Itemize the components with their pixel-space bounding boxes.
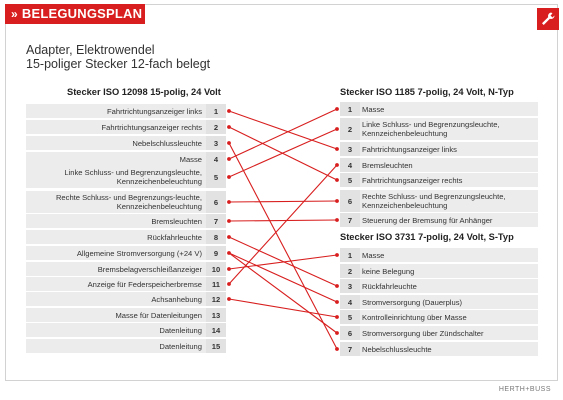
left-pin-number: 8 xyxy=(206,230,226,244)
left-pin-number: 6 xyxy=(206,191,226,213)
left-pin-label: Allgemeine Stromversorgung (+24 V) xyxy=(76,248,202,258)
title-line-1: Adapter, Elektrowendel xyxy=(26,43,155,57)
left-pin-label: Bremsleuchten xyxy=(151,216,202,226)
n-type-pin-label: Fahrtrichtungsanzeiger rechts xyxy=(362,175,463,185)
left-pin-row: Masse 4 xyxy=(26,152,226,166)
left-connector-title: Stecker ISO 12098 15-polig, 24 Volt xyxy=(67,87,221,97)
n-type-pin-row: Steuerung der Bremsung für Anhänger 7 xyxy=(340,213,538,227)
left-pin-label: Datenleitung xyxy=(159,325,202,335)
left-pin-label: Nebelschlussleuchte xyxy=(132,138,202,148)
left-pin-row: Fahrtrichtungsanzeiger links 1 xyxy=(26,104,226,118)
left-pin-number: 14 xyxy=(206,323,226,337)
s-type-pin-row: Rückfahrleuchte 3 xyxy=(340,279,538,293)
left-pin-label: Masse für Datenleitungen xyxy=(115,310,202,320)
s-type-pin-number: 2 xyxy=(340,264,360,278)
left-pin-row: Datenleitung 15 xyxy=(26,339,226,353)
left-pin-row: Fahrtrichtungsanzeiger rechts 2 xyxy=(26,120,226,134)
n-type-pin-label: Rechte Schluss- und Begrenzungsleuchte, … xyxy=(362,192,506,210)
left-pin-row: Bremsleuchten 7 xyxy=(26,214,226,228)
left-pin-number: 15 xyxy=(206,339,226,353)
left-pin-row: Anzeige für Federspeicherbremse 11 xyxy=(26,277,226,291)
s-type-pin-label: Kontrolleinrichtung über Masse xyxy=(362,312,467,322)
n-type-pin-label: Fahrtrichtungsanzeiger links xyxy=(362,144,457,154)
s-type-pin-number: 1 xyxy=(340,248,360,262)
s-type-pin-label: keine Belegung xyxy=(362,266,415,276)
left-pin-label: Fahrtrichtungsanzeiger rechts xyxy=(101,122,202,132)
left-pin-label: Rechte Schluss- und Begrenzungs-leuchte,… xyxy=(55,193,202,211)
left-pin-number: 10 xyxy=(206,262,226,276)
n-type-pin-row: Bremsleuchten 4 xyxy=(340,158,538,172)
left-pin-number: 12 xyxy=(206,292,226,306)
n-type-pin-number: 1 xyxy=(340,102,360,116)
n-type-pin-row: Masse 1 xyxy=(340,102,538,116)
left-pin-row: Datenleitung 14 xyxy=(26,323,226,337)
left-pin-number: 7 xyxy=(206,214,226,228)
left-pin-number: 11 xyxy=(206,277,226,291)
left-pin-number: 5 xyxy=(206,166,226,188)
s-type-pin-number: 3 xyxy=(340,279,360,293)
header-badge: » BELEGUNGSPLAN xyxy=(5,4,145,24)
n-type-pin-number: 2 xyxy=(340,118,360,140)
s-type-pin-label: Masse xyxy=(362,250,385,260)
left-pin-number: 3 xyxy=(206,136,226,150)
left-pin-label: Datenleitung xyxy=(159,341,202,351)
s-type-pin-number: 5 xyxy=(340,310,360,324)
s-type-pin-label: Nebelschlussleuchte xyxy=(362,344,432,354)
s-type-pin-row: Stromversorgung über Zündschalter 6 xyxy=(340,326,538,340)
s-type-pin-number: 7 xyxy=(340,342,360,356)
title-line-2: 15-poliger Stecker 12-fach belegt xyxy=(26,57,211,71)
left-pin-label: Linke Schluss- und Begrenzungsleuchte, K… xyxy=(64,168,202,186)
n-type-pin-label: Masse xyxy=(362,104,385,114)
left-pin-label: Masse xyxy=(179,154,202,164)
left-pin-number: 9 xyxy=(206,246,226,260)
s-type-pin-row: Nebelschlussleuchte 7 xyxy=(340,342,538,356)
left-pin-number: 4 xyxy=(206,152,226,166)
s-type-pin-row: Kontrolleinrichtung über Masse 5 xyxy=(340,310,538,324)
left-pin-row: Allgemeine Stromversorgung (+24 V) 9 xyxy=(26,246,226,260)
n-type-pin-row: Rechte Schluss- und Begrenzungsleuchte, … xyxy=(340,190,538,212)
n-type-pin-number: 7 xyxy=(340,213,360,227)
n-type-pin-label: Bremsleuchten xyxy=(362,160,413,170)
left-pin-label: Rückfahrleuchte xyxy=(147,232,202,242)
left-pin-number: 1 xyxy=(206,104,226,118)
n-type-pin-row: Fahrtrichtungsanzeiger rechts 5 xyxy=(340,173,538,187)
n-type-pin-row: Linke Schluss- und Begrenzungsleuchte, K… xyxy=(340,118,538,140)
header-badge-label: BELEGUNGSPLAN xyxy=(21,6,143,21)
left-pin-label: Bremsbelagverschleißanzeiger xyxy=(97,264,202,274)
right-top-connector-title: Stecker ISO 1185 7-polig, 24 Volt, N-Typ xyxy=(340,87,514,97)
left-pin-label: Anzeige für Federspeicherbremse xyxy=(87,279,202,289)
left-pin-row: Linke Schluss- und Begrenzungsleuchte, K… xyxy=(26,166,226,188)
left-pin-number: 13 xyxy=(206,308,226,322)
left-pin-row: Achsanhebung 12 xyxy=(26,292,226,306)
s-type-pin-row: keine Belegung 2 xyxy=(340,264,538,278)
left-pin-label: Fahrtrichtungsanzeiger links xyxy=(107,106,202,116)
left-pin-row: Rückfahrleuchte 8 xyxy=(26,230,226,244)
s-type-pin-label: Rückfahrleuchte xyxy=(362,281,417,291)
wrench-icon xyxy=(537,8,559,30)
n-type-pin-number: 4 xyxy=(340,158,360,172)
left-pin-row: Nebelschlussleuchte 3 xyxy=(26,136,226,150)
s-type-pin-label: Stromversorgung (Dauerplus) xyxy=(362,297,463,307)
left-pin-row: Rechte Schluss- und Begrenzungs-leuchte,… xyxy=(26,191,226,213)
n-type-pin-label: Steuerung der Bremsung für Anhänger xyxy=(362,215,493,225)
left-pin-row: Masse für Datenleitungen 13 xyxy=(26,308,226,322)
brand-logo: HERTH+BUSS xyxy=(498,386,551,393)
n-type-pin-number: 6 xyxy=(340,190,360,212)
left-pin-label: Achsanhebung xyxy=(151,294,202,304)
left-pin-row: Bremsbelagverschleißanzeiger 10 xyxy=(26,262,226,276)
s-type-pin-number: 6 xyxy=(340,326,360,340)
s-type-pin-row: Masse 1 xyxy=(340,248,538,262)
s-type-pin-number: 4 xyxy=(340,295,360,309)
n-type-pin-number: 5 xyxy=(340,173,360,187)
n-type-pin-number: 3 xyxy=(340,142,360,156)
right-bottom-connector-title: Stecker ISO 3731 7-polig, 24 Volt, S-Typ xyxy=(340,232,514,242)
n-type-pin-row: Fahrtrichtungsanzeiger links 3 xyxy=(340,142,538,156)
left-pin-number: 2 xyxy=(206,120,226,134)
s-type-pin-label: Stromversorgung über Zündschalter xyxy=(362,328,484,338)
chevron-icon: » xyxy=(11,7,18,21)
n-type-pin-label: Linke Schluss- und Begrenzungsleuchte, K… xyxy=(362,120,500,138)
s-type-pin-row: Stromversorgung (Dauerplus) 4 xyxy=(340,295,538,309)
